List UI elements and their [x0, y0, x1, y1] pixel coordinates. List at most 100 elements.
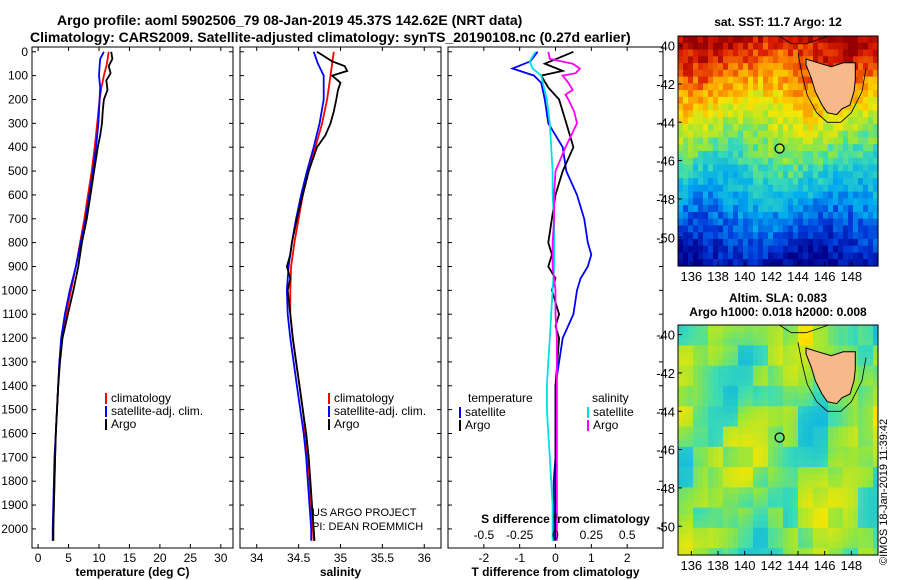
map-cell — [703, 225, 709, 233]
map-cell — [688, 157, 694, 166]
map-cell — [678, 521, 684, 529]
map-cell — [678, 83, 684, 91]
map-cell — [743, 49, 749, 57]
map-cell — [828, 480, 834, 488]
map-cell — [763, 178, 769, 186]
map-cell — [778, 211, 784, 220]
map-cell — [703, 527, 709, 536]
map-cell — [783, 534, 789, 543]
map-cell — [733, 211, 739, 220]
map-cell — [838, 460, 844, 468]
map-cell — [773, 379, 779, 387]
map-cell — [723, 507, 729, 515]
tasmania-land — [805, 347, 856, 405]
map-cell — [823, 433, 829, 441]
map-cell — [693, 358, 699, 367]
map-cell — [808, 36, 814, 44]
map-cell — [693, 480, 699, 488]
diff-temperature-legend-label: satellite — [465, 405, 506, 419]
map-cell — [868, 117, 874, 125]
map-cell — [808, 252, 814, 260]
map-cell — [738, 56, 744, 64]
map-cell — [693, 500, 699, 509]
map-cell — [863, 541, 869, 549]
map-cell — [748, 534, 754, 543]
map-cell — [738, 500, 744, 509]
map-cell — [688, 225, 694, 233]
map-cell — [763, 69, 769, 78]
map-cell — [723, 238, 729, 247]
map-cell — [828, 144, 834, 152]
map-cell — [753, 392, 759, 400]
map-cell — [703, 117, 709, 125]
map-cell — [793, 178, 799, 186]
map-cell — [873, 338, 879, 346]
map-cell — [798, 137, 804, 145]
map-cell — [873, 433, 879, 441]
map-cell — [813, 514, 819, 522]
map-cell — [818, 467, 824, 475]
map-cell — [738, 358, 744, 367]
map-cell — [873, 379, 879, 387]
map-cell — [688, 345, 694, 353]
map-cell — [798, 331, 804, 340]
map-cell — [728, 338, 734, 346]
map-cell — [828, 191, 834, 199]
map-cell — [798, 365, 804, 373]
map-cell — [718, 218, 724, 226]
map-cell — [758, 63, 764, 71]
map-cell — [733, 137, 739, 145]
map-cell — [728, 358, 734, 367]
map-cell — [713, 412, 719, 421]
map-cell — [718, 453, 724, 461]
map-cell — [733, 527, 739, 536]
map-cell — [763, 372, 769, 380]
map-cell — [708, 507, 714, 515]
map-cell — [683, 42, 689, 51]
map-cell — [798, 76, 804, 84]
map-cell — [858, 76, 864, 84]
map-cell — [688, 56, 694, 64]
map-cell — [733, 446, 739, 455]
map-cell — [828, 198, 834, 206]
map-cell — [698, 83, 704, 91]
map-cell — [793, 157, 799, 166]
map-cell — [708, 184, 714, 193]
map-cell — [813, 198, 819, 206]
map-cell — [873, 218, 879, 226]
map-cell — [743, 514, 749, 522]
map-cell — [803, 331, 809, 340]
map-cell — [818, 191, 824, 199]
map-cell — [738, 117, 744, 125]
map-cell — [768, 191, 774, 199]
map-cell — [823, 151, 829, 159]
map-cell — [708, 453, 714, 461]
map-cell — [828, 412, 834, 421]
map-cell — [763, 480, 769, 488]
map-cell — [698, 419, 704, 428]
map-cell — [773, 164, 779, 172]
map-cell — [733, 56, 739, 64]
map-cell — [728, 534, 734, 543]
map-cell — [693, 473, 699, 482]
map-cell — [728, 36, 734, 44]
map-cell — [853, 406, 859, 414]
map-cell — [678, 365, 684, 373]
map-cell — [688, 352, 694, 360]
map-cell — [853, 507, 859, 515]
map-cell — [858, 433, 864, 441]
map-cell — [728, 467, 734, 475]
map-cell — [743, 460, 749, 468]
map-cell — [763, 245, 769, 254]
map-cell — [803, 460, 809, 468]
map-cell — [703, 157, 709, 166]
map-cell — [678, 218, 684, 226]
map-cell — [723, 345, 729, 353]
map-cell — [853, 338, 859, 346]
map-cell — [733, 184, 739, 193]
map-cell — [773, 453, 779, 461]
map-cell — [778, 171, 784, 179]
map-cell — [833, 56, 839, 64]
map-cell — [813, 534, 819, 543]
map-cell — [838, 252, 844, 260]
